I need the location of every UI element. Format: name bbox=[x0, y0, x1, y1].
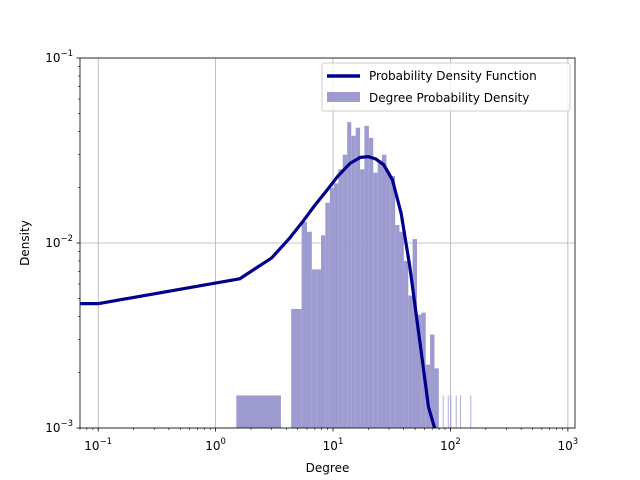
histogram-bar bbox=[470, 395, 472, 428]
histogram-bar bbox=[386, 172, 391, 428]
histogram-bar bbox=[399, 231, 404, 428]
histogram-bar bbox=[364, 125, 369, 428]
histogram-bar bbox=[355, 127, 361, 428]
histogram-bar bbox=[377, 160, 382, 428]
histogram-bar bbox=[417, 314, 422, 428]
histogram-bar bbox=[321, 235, 326, 428]
histogram-bar bbox=[455, 395, 457, 428]
histogram-bar bbox=[342, 154, 348, 428]
y-tick-label: 10−3 bbox=[45, 419, 73, 435]
histogram-bar bbox=[412, 239, 418, 428]
y-tick-label: 10−1 bbox=[45, 49, 73, 65]
histogram-bar bbox=[329, 188, 335, 428]
histogram-bar bbox=[334, 183, 339, 428]
histogram-bar bbox=[316, 269, 322, 428]
histogram-bar bbox=[390, 176, 396, 428]
pdf-line-path bbox=[80, 155, 437, 428]
y-tick-label: 10−2 bbox=[45, 234, 73, 250]
legend-bar-swatch bbox=[327, 92, 360, 102]
histogram-bar bbox=[360, 169, 365, 428]
legend-label-pdf: Probability Density Function bbox=[369, 69, 537, 83]
x-tick-label: 103 bbox=[558, 437, 579, 453]
x-axis-title: Degree bbox=[306, 461, 350, 475]
legend-label-histogram: Degree Probability Density bbox=[369, 91, 529, 105]
histogram-bar bbox=[311, 269, 317, 428]
histogram-bar bbox=[291, 308, 302, 428]
histogram-bar bbox=[301, 221, 307, 428]
histogram-bar bbox=[442, 395, 444, 428]
x-tick-label: 100 bbox=[205, 437, 226, 453]
histogram-bar bbox=[381, 154, 387, 428]
legend: Probability Density Function Degree Prob… bbox=[321, 62, 571, 112]
pdf-line bbox=[80, 155, 437, 428]
histogram-bar bbox=[430, 334, 435, 428]
tick-labels: 10−1 100 101 102 103 10−3 10−2 10−1 bbox=[45, 49, 578, 453]
x-tick-label: 101 bbox=[323, 437, 344, 453]
histogram-bar bbox=[325, 202, 330, 428]
y-axis-title: Density bbox=[18, 220, 32, 266]
histogram-bar bbox=[236, 395, 281, 428]
histogram-bar bbox=[460, 395, 461, 428]
histogram-bar bbox=[408, 295, 413, 428]
histogram-bar bbox=[338, 169, 343, 428]
histogram-bars bbox=[236, 122, 472, 428]
histogram-bar bbox=[434, 368, 439, 428]
histogram-bar bbox=[447, 395, 449, 428]
histogram-bar bbox=[450, 395, 452, 428]
x-tick-label: 102 bbox=[440, 437, 461, 453]
histogram-bar bbox=[347, 122, 352, 428]
histogram-bar bbox=[403, 260, 409, 428]
x-tick-label: 10−1 bbox=[84, 437, 112, 453]
histogram-bar bbox=[306, 231, 312, 428]
legend-box bbox=[321, 62, 571, 112]
histogram-bar bbox=[395, 225, 400, 428]
axis-ticks bbox=[76, 57, 569, 432]
histogram-bar bbox=[373, 172, 378, 428]
histogram-bar bbox=[351, 135, 356, 428]
histogram-bar bbox=[368, 137, 374, 428]
